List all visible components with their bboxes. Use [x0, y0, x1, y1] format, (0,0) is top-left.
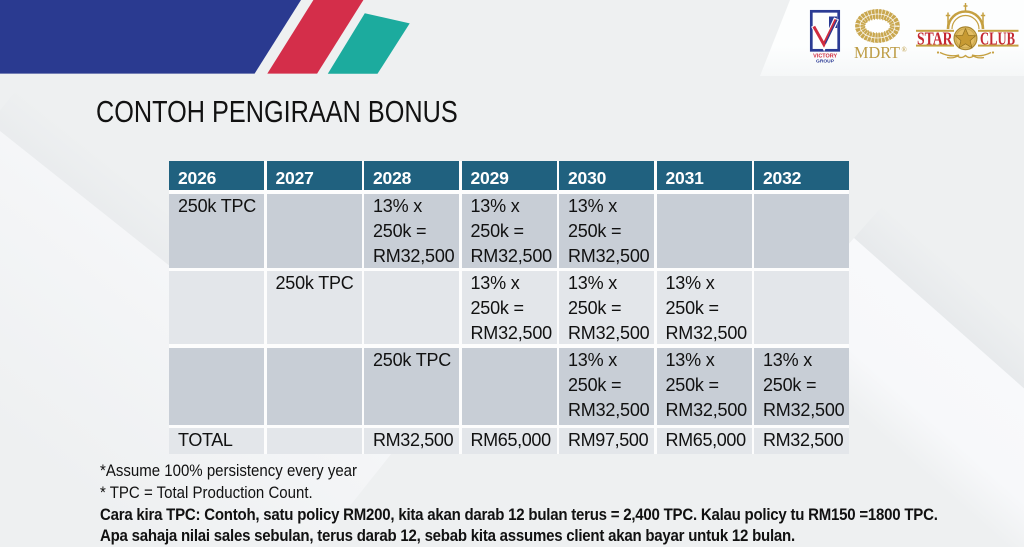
svg-text:MDRT: MDRT [854, 43, 900, 62]
svg-text:®: ® [902, 46, 908, 54]
svg-text:VICTORY: VICTORY [813, 53, 838, 59]
svg-text:CLUB: CLUB [980, 28, 1015, 48]
svg-text:STAR: STAR [917, 28, 953, 48]
svg-text:GROUP: GROUP [816, 59, 834, 64]
